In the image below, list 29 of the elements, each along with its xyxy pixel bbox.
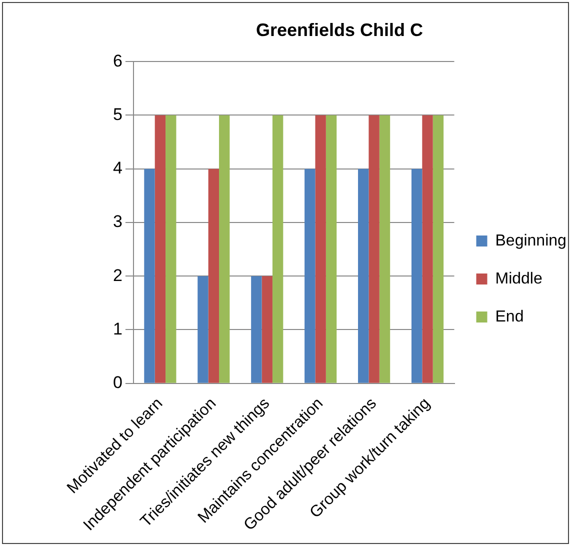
y-tick-label: 0 (112, 373, 122, 392)
bar (154, 115, 166, 383)
y-tick-label: 2 (112, 266, 122, 285)
legend-label: Middle (495, 270, 542, 288)
bar (315, 115, 326, 383)
bar (166, 115, 176, 383)
bar (208, 168, 219, 383)
bar (368, 115, 380, 383)
bar (411, 168, 422, 383)
bar (262, 276, 272, 383)
bar (422, 115, 433, 383)
bar (358, 168, 369, 383)
bar (198, 276, 208, 383)
bar (272, 115, 284, 383)
bar (219, 115, 230, 383)
bar (144, 168, 155, 383)
bar (432, 115, 444, 383)
y-tick-label: 1 (112, 319, 122, 338)
y-tick-label: 4 (112, 158, 122, 178)
y-tick-label: 3 (112, 212, 122, 232)
bar (304, 168, 316, 383)
y-tick-label: 6 (112, 51, 122, 70)
legend-label: End (495, 308, 524, 326)
bar (326, 115, 337, 383)
y-tick-label: 5 (112, 104, 122, 124)
bar (379, 115, 390, 383)
bar (251, 276, 262, 383)
legend-label: Beginning (495, 232, 566, 250)
chart-title: Greenfields Child C (256, 20, 424, 40)
